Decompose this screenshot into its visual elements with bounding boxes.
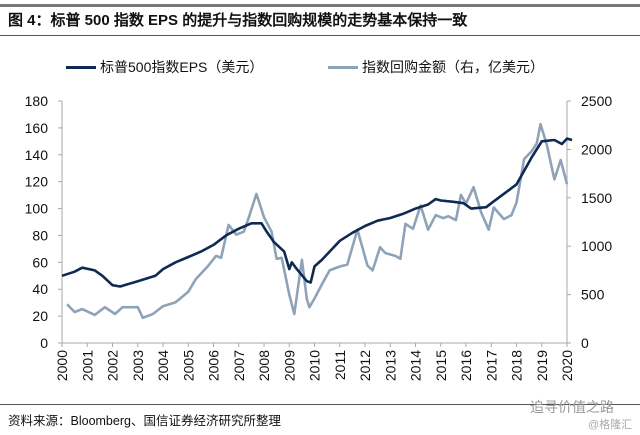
left-tick-label: 0 (40, 335, 48, 351)
left-tick-label: 120 (25, 174, 49, 190)
x-tick-label: 2009 (281, 350, 297, 381)
x-tick-label: 2017 (483, 350, 499, 381)
x-tick-label: 2012 (357, 350, 373, 381)
left-tick-label: 100 (25, 201, 49, 217)
x-tick-label: 2020 (559, 350, 575, 381)
legend-item-eps: 标普500指数EPS（美元） (66, 57, 263, 77)
eps-line (61, 137, 573, 288)
buyback-line (66, 122, 569, 320)
figure-title: 图 4：标普 500 指数 EPS 的提升与指数回购规模的走势基本保持一致 (8, 12, 468, 29)
x-tick-label: 2019 (534, 350, 550, 381)
left-tick-label: 80 (32, 227, 48, 243)
x-tick-label: 2013 (382, 350, 398, 381)
right-tick-label: 1500 (581, 190, 612, 206)
x-tick-label: 2011 (332, 350, 348, 380)
title-rule (0, 35, 640, 36)
right-tick-label: 2500 (581, 93, 612, 109)
right-tick-label: 500 (581, 287, 605, 303)
left-tick-label: 140 (25, 147, 49, 163)
right-tick-label: 2000 (581, 141, 612, 157)
x-tick-label: 2000 (54, 350, 70, 381)
legend-label-buyback: 指数回购金额（右，亿美元） (362, 59, 544, 75)
legend-swatch-eps (66, 65, 96, 69)
watermark-sub: @格隆汇 (588, 419, 633, 431)
top-rule (0, 4, 640, 7)
x-tick-label: 2004 (155, 350, 171, 381)
legend-label-eps: 标普500指数EPS（美元） (100, 59, 264, 75)
x-tick-label: 2001 (79, 350, 95, 381)
left-tick-label: 20 (32, 308, 48, 324)
left-tick-label: 180 (25, 93, 49, 109)
x-tick-label: 2006 (206, 350, 222, 381)
x-tick-label: 2010 (307, 350, 323, 381)
left-tick-label: 60 (32, 254, 48, 270)
source-note: 资料来源：Bloomberg、国信证券经济研究所整理 (8, 414, 281, 428)
left-tick-label: 40 (32, 281, 48, 297)
legend-swatch-buyback (328, 65, 358, 69)
x-tick-label: 2003 (130, 350, 146, 381)
x-tick-label: 2015 (433, 350, 449, 381)
right-tick-label: 0 (581, 335, 589, 351)
legend-item-buyback: 指数回购金额（右，亿美元） (328, 57, 544, 77)
x-tick-label: 2014 (408, 350, 424, 381)
footer-rule (0, 404, 640, 405)
right-tick-label: 1000 (581, 238, 612, 254)
x-tick-label: 2018 (509, 350, 525, 381)
x-tick-label: 2008 (256, 350, 272, 381)
x-tick-label: 2005 (180, 350, 196, 381)
left-tick-label: 160 (25, 120, 49, 136)
watermark-main: 追寻价值之路 (530, 399, 614, 415)
x-tick-label: 2016 (458, 350, 474, 381)
x-tick-label: 2007 (231, 350, 247, 381)
x-tick-label: 2002 (105, 350, 121, 381)
chart-svg: 0 20 40 60 80 100 120 140 160 180 0 500 1000 1500 2000… (25, 93, 613, 381)
